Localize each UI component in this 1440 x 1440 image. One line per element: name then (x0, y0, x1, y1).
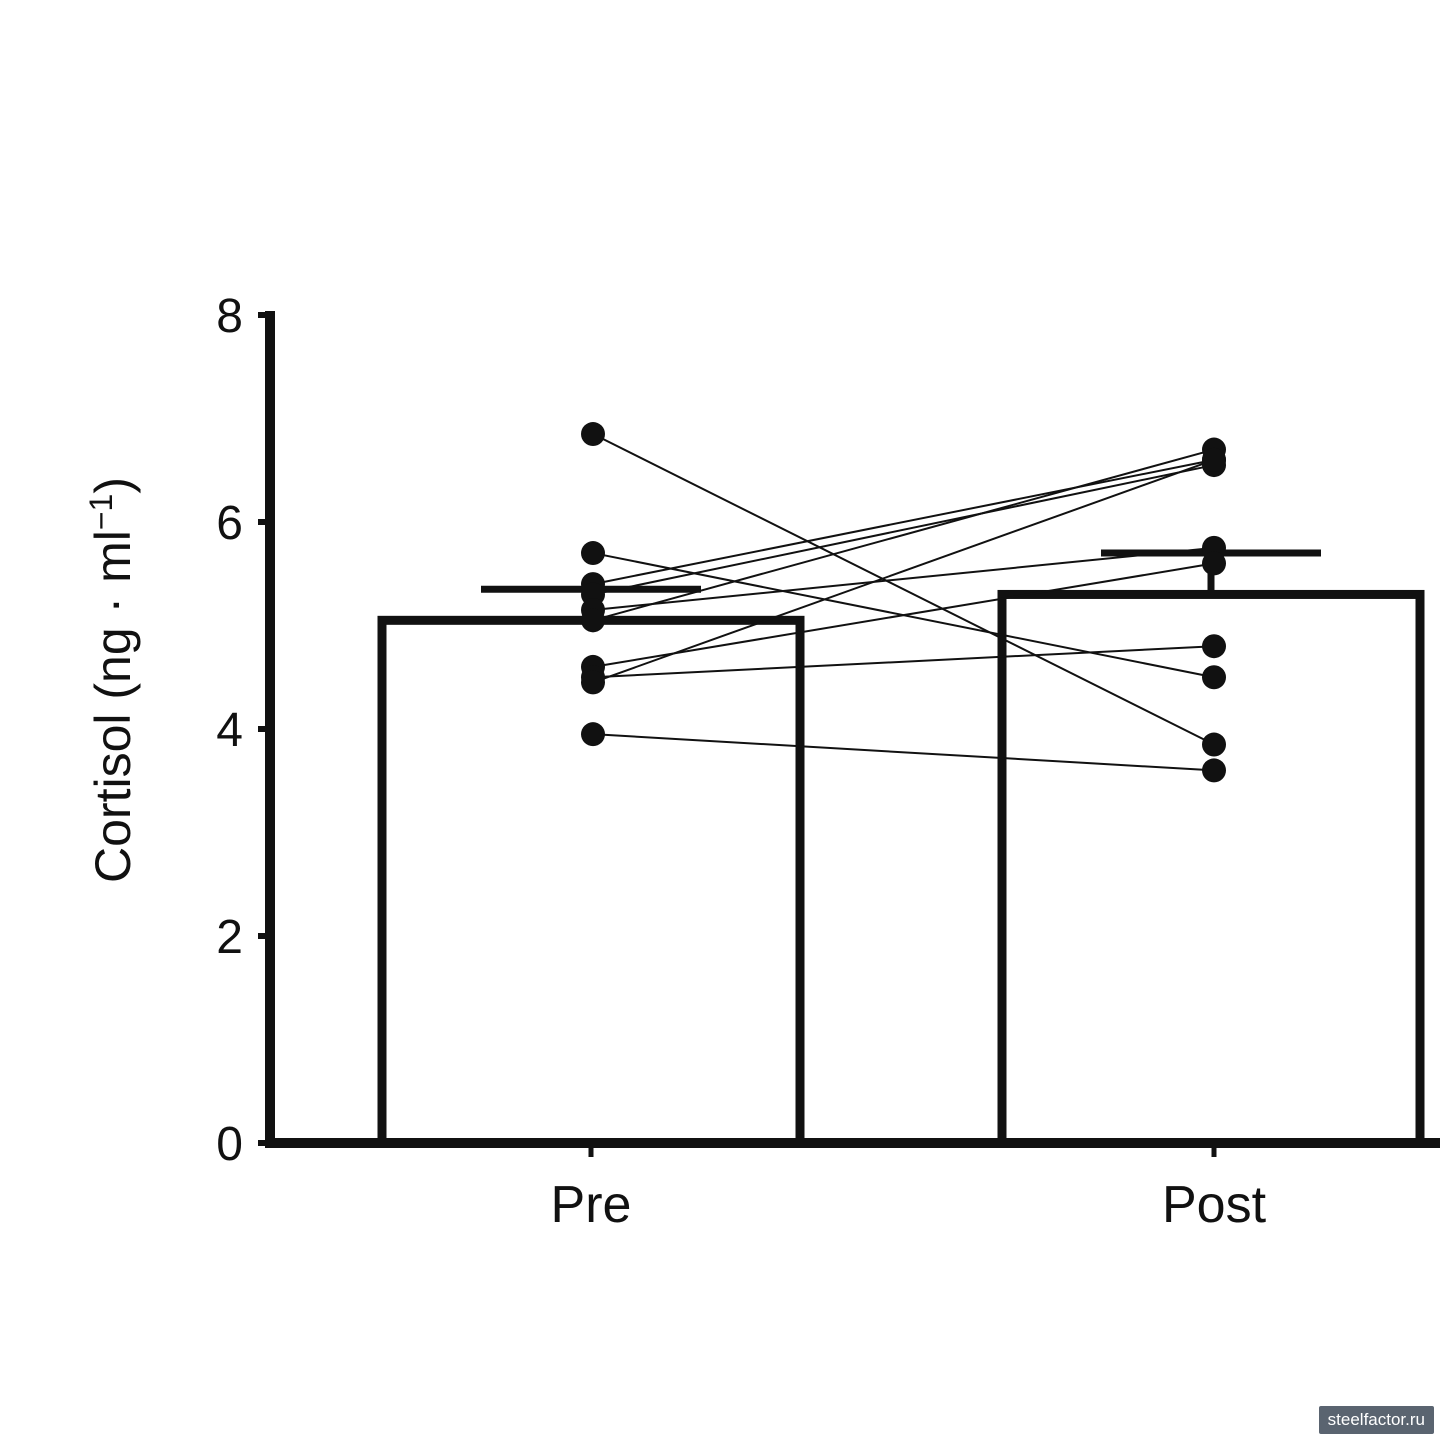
paired-line-4 (592, 464, 1215, 596)
point-pre-6 (581, 608, 605, 633)
y-tick-label-6: 6 (216, 497, 243, 550)
x-tick-label-post: Post (1162, 1176, 1267, 1234)
x-ticks-group: Pre Post (551, 1143, 1267, 1234)
point-post-8 (1202, 634, 1226, 659)
bar-pre (377, 615, 805, 1148)
point-pre-2 (581, 541, 605, 566)
y-axis-label-main: Cortisol (ng · ml (85, 530, 141, 883)
point-post-1 (1202, 732, 1226, 757)
paired-line-3 (592, 458, 1215, 586)
y-tick-label-8: 8 (216, 290, 243, 343)
bars-group (377, 589, 1425, 1148)
paired-line-7 (592, 562, 1215, 668)
point-post-10 (1202, 758, 1226, 783)
watermark-badge[interactable]: steelfactor.ru (1318, 1406, 1434, 1434)
point-post-9 (1202, 447, 1226, 472)
point-post-2 (1202, 665, 1226, 690)
paired-line-10 (592, 733, 1215, 772)
y-axis-label-close: ) (85, 477, 141, 494)
point-pre-10 (581, 722, 605, 747)
y-tick-label-4: 4 (216, 704, 243, 757)
y-tick-label-2: 2 (216, 911, 243, 964)
paired-lines-group (592, 433, 1215, 772)
point-pre-9 (581, 670, 605, 695)
y-tick-label-0: 0 (216, 1118, 243, 1171)
point-post-7 (1202, 551, 1226, 576)
y-axis-label-sup: −1 (83, 494, 119, 530)
y-axis-label: Cortisol (ng · ml−1) (83, 477, 141, 883)
paired-line-8 (592, 645, 1215, 679)
y-ticks-group: 0 2 4 6 8 (216, 290, 270, 1171)
point-pre-1 (581, 422, 605, 447)
paired-line-5 (592, 546, 1215, 611)
paired-line-9 (592, 458, 1215, 684)
x-tick-label-pre: Pre (551, 1176, 632, 1234)
paired-line-1 (592, 433, 1215, 746)
points-group (581, 422, 1226, 783)
